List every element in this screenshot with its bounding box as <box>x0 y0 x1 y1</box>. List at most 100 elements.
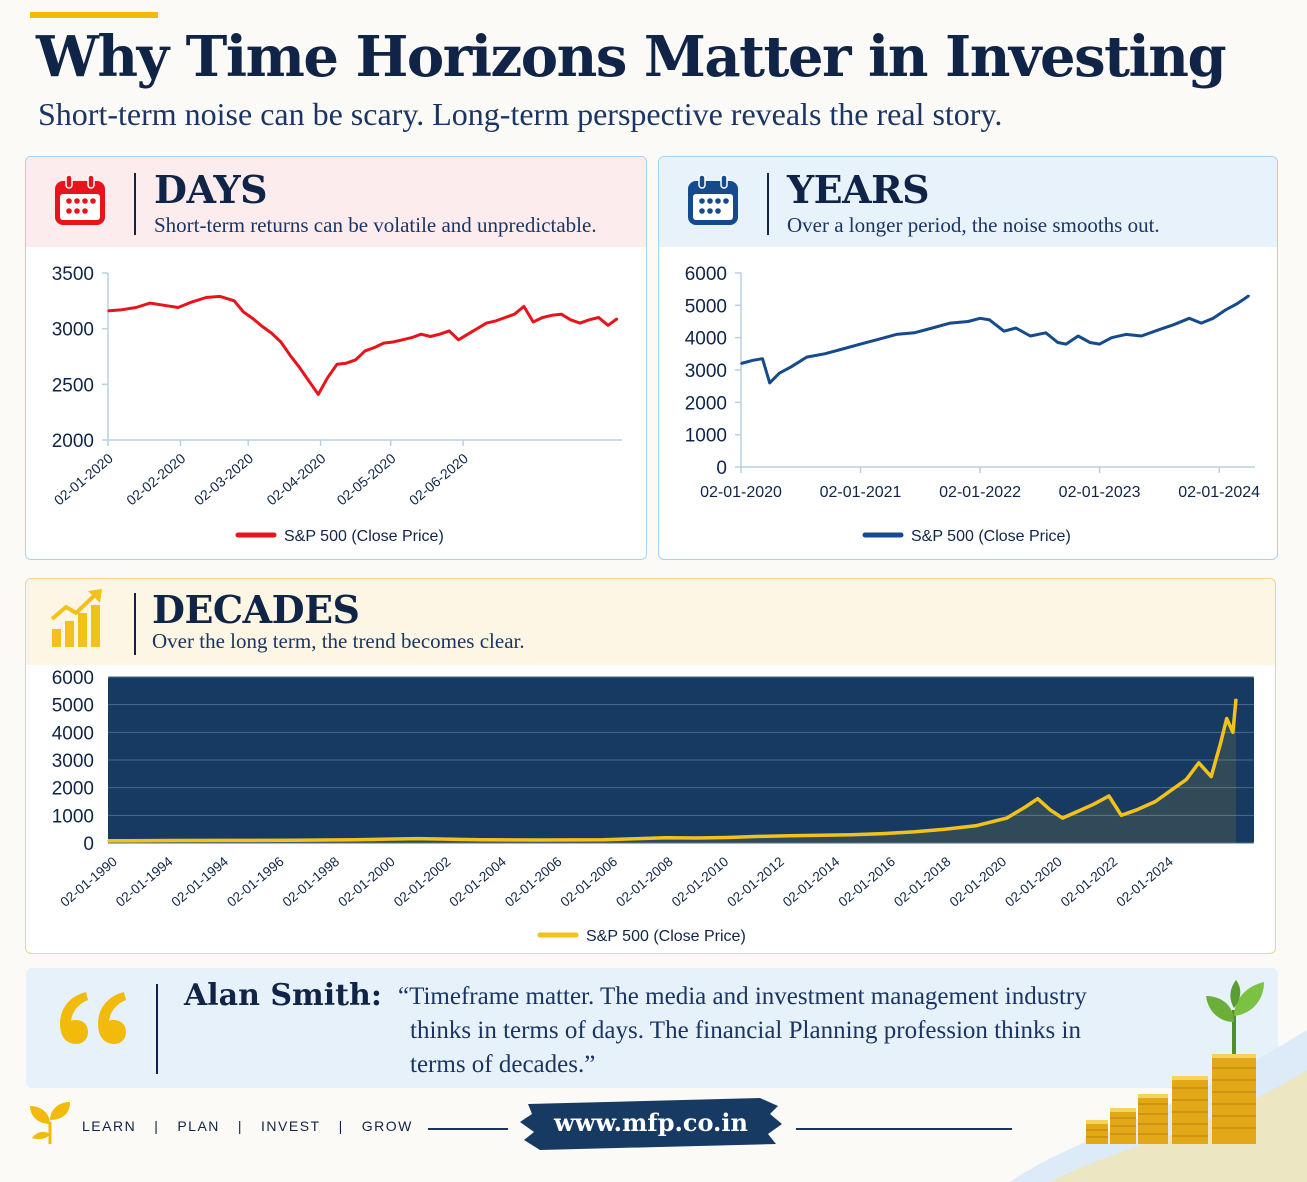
data-point <box>1200 322 1203 324</box>
y-tick-label: 3000 <box>52 320 94 341</box>
y-tick-label: 4000 <box>52 723 94 744</box>
data-point <box>205 296 207 299</box>
x-tick-label: 02-01-2002 <box>391 854 454 910</box>
data-point <box>695 837 698 839</box>
x-tick-label: 02-04-2020 <box>263 450 328 508</box>
y-tick-label: 4000 <box>685 329 727 350</box>
growth-chart-icon <box>50 589 102 647</box>
data-point <box>242 311 245 313</box>
data-point <box>107 310 109 312</box>
footer-url[interactable]: www.mfp.co.in <box>554 1108 748 1137</box>
footer-nav-plan[interactable]: PLAN <box>177 1118 220 1134</box>
data-point <box>967 320 969 323</box>
data-point <box>569 318 572 321</box>
data-point <box>1235 698 1237 700</box>
series-line <box>740 294 1250 385</box>
data-point <box>823 353 826 355</box>
data-point <box>974 825 977 827</box>
legend-label: S&P 500 (Close Price) <box>284 528 444 545</box>
data-point <box>1170 789 1172 792</box>
data-point <box>261 325 263 328</box>
y-tick-label: 3500 <box>52 264 94 285</box>
x-tick-label: 02-01-2012 <box>724 854 787 910</box>
data-point <box>392 341 394 343</box>
quote-author: Alan Smith: <box>184 978 382 1013</box>
data-point <box>1061 817 1064 819</box>
series-line <box>107 294 619 396</box>
data-point <box>233 300 235 302</box>
x-tick-label: 02-01-1996 <box>224 854 287 910</box>
x-tick-label: 02-01-1990 <box>57 854 120 910</box>
data-point <box>788 835 791 837</box>
footer-url-badge[interactable]: www.mfp.co.in <box>520 1094 782 1152</box>
data-point <box>504 316 506 319</box>
data-point <box>1136 809 1138 811</box>
footer-nav-separator: | <box>237 1118 244 1134</box>
footer-nav-invest[interactable]: INVEST <box>261 1118 321 1134</box>
data-point <box>768 382 771 384</box>
data-point <box>289 354 292 357</box>
data-point <box>1120 814 1123 817</box>
title-accent-line <box>30 12 158 18</box>
days-description: Short-term returns can be volatile and u… <box>154 213 597 237</box>
x-tick-label: 02-06-2020 <box>406 450 471 508</box>
x-tick-label: 02-03-2020 <box>191 450 256 508</box>
data-point <box>607 324 609 327</box>
data-point <box>1212 317 1214 320</box>
brush-stroke-background <box>520 1098 782 1150</box>
y-tick-label: 2000 <box>52 431 94 452</box>
footer-nav-grow[interactable]: GROW <box>361 1118 413 1134</box>
days-title: DAYS <box>154 167 268 212</box>
data-point <box>417 837 419 840</box>
data-point <box>1005 817 1008 819</box>
data-point <box>943 828 946 830</box>
data-point <box>805 356 808 358</box>
data-point <box>364 350 366 352</box>
data-point <box>485 322 488 324</box>
data-point <box>429 335 432 338</box>
data-point <box>1110 336 1113 339</box>
data-point <box>1029 335 1032 337</box>
data-point <box>551 314 553 317</box>
data-point <box>523 305 525 308</box>
footer-nav-separator: | <box>154 1118 160 1134</box>
x-tick-label: 02-01-2006 <box>502 854 565 910</box>
decades-header-divider <box>134 593 136 655</box>
data-point <box>541 316 544 319</box>
x-tick-label: 02-01-2022 <box>939 484 1021 501</box>
data-point <box>191 301 193 303</box>
days-card: DAYS Short-term returns can be volatile … <box>25 156 647 560</box>
y-tick-label: 0 <box>716 458 727 479</box>
data-point <box>616 317 619 320</box>
data-point <box>726 836 729 839</box>
data-point <box>1065 343 1067 345</box>
y-tick-label: 6000 <box>685 264 727 285</box>
data-point <box>1172 323 1175 326</box>
data-point <box>1074 811 1076 814</box>
data-point <box>790 365 793 368</box>
x-tick-label: 02-01-2021 <box>820 484 902 501</box>
years-card-header: YEARS Over a longer period, the noise sm… <box>659 157 1277 247</box>
data-point <box>859 343 862 345</box>
x-tick-label: 02-01-2024 <box>1178 484 1260 501</box>
data-point <box>457 339 460 341</box>
data-point <box>1232 731 1234 734</box>
days-header-divider <box>134 173 136 235</box>
data-point <box>420 333 422 336</box>
footer-nav-learn[interactable]: LEARN <box>82 1118 137 1134</box>
data-point <box>1125 333 1127 336</box>
data-point <box>881 832 884 835</box>
page-title: Why Time Horizons Matter in Investing <box>36 24 1227 90</box>
data-point <box>438 333 441 336</box>
y-tick-label: 5000 <box>685 296 727 317</box>
data-point <box>1224 309 1226 311</box>
data-point <box>513 313 516 315</box>
y-tick-label: 5000 <box>52 696 94 717</box>
data-point <box>1185 778 1188 781</box>
x-tick-label: 02-01-2006 <box>558 854 621 910</box>
years-card: YEARS Over a longer period, the noise sm… <box>658 156 1278 560</box>
data-point <box>354 359 357 361</box>
x-tick-label: 02-01-2022 <box>1058 854 1121 910</box>
data-point <box>1077 335 1079 337</box>
data-point <box>308 380 310 382</box>
